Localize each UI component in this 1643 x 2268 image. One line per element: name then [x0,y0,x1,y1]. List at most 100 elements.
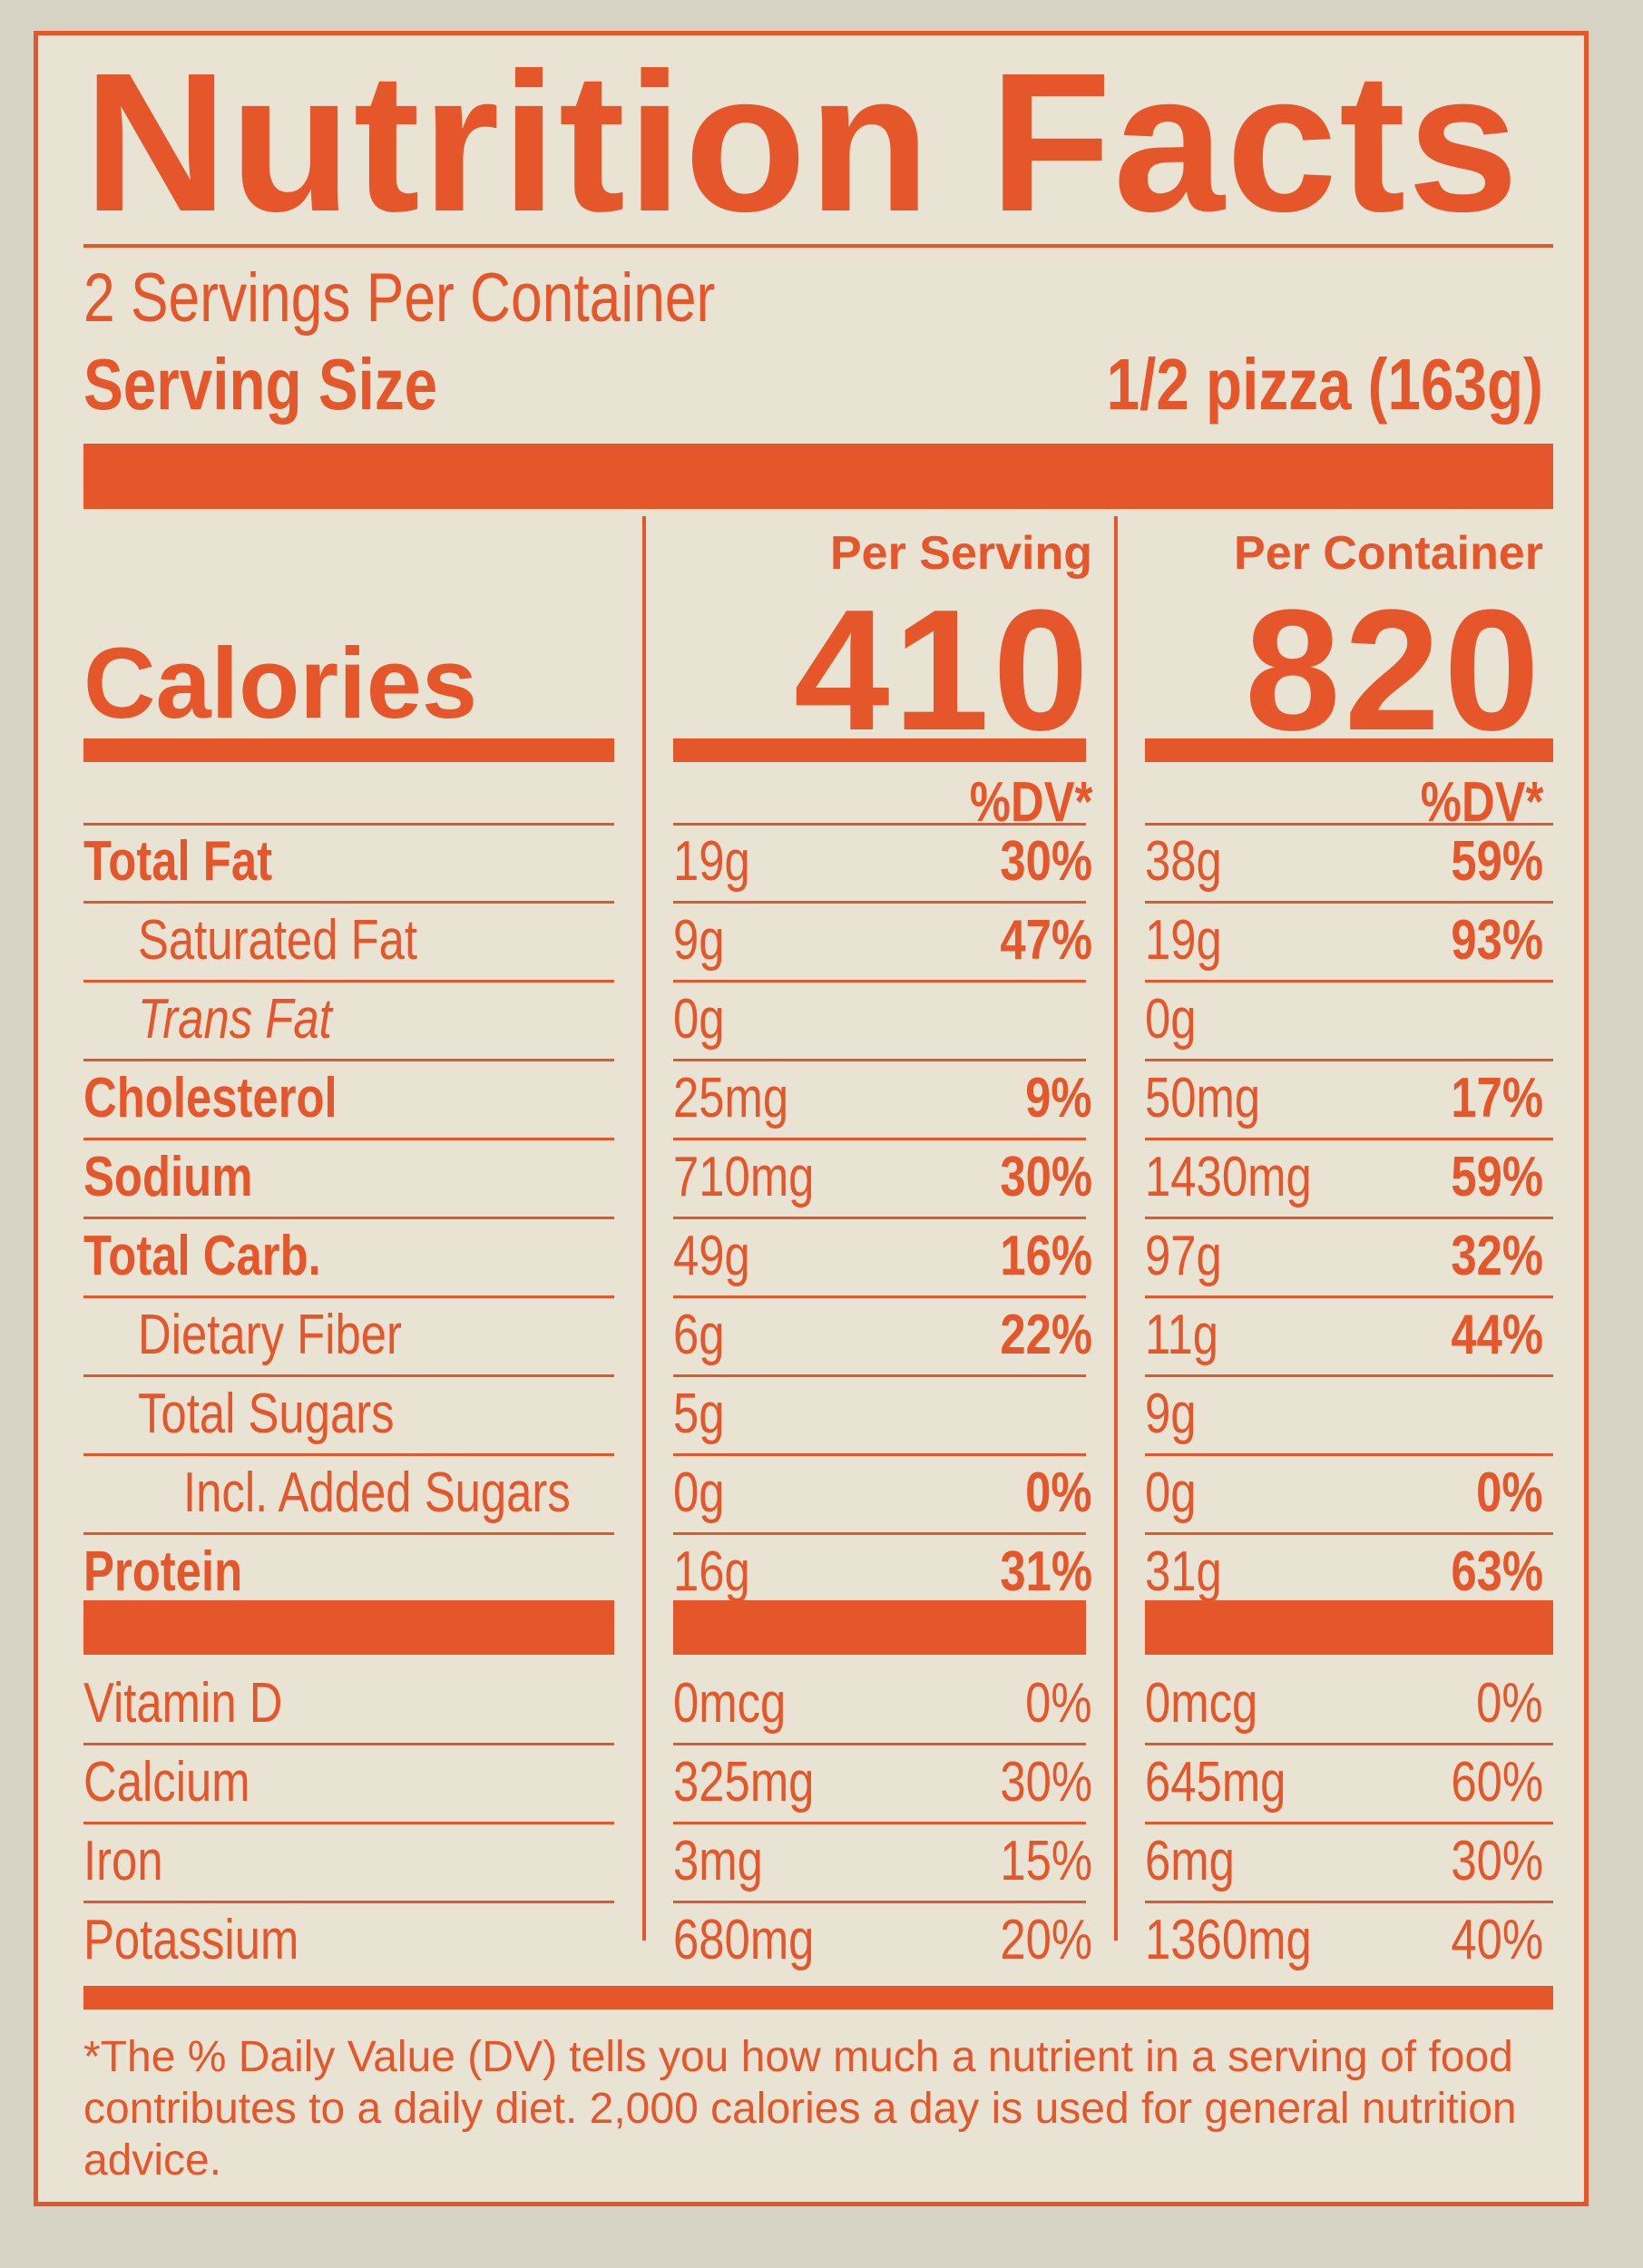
serving-dv: 31% [1000,1540,1092,1603]
serving-amount: 9g [673,909,725,972]
container-amount: 6mg [1145,1830,1235,1892]
calories-bar-mid [673,738,1086,762]
serving-dv: 22% [1000,1304,1092,1366]
serving-size-label: Serving Size [83,344,438,425]
serving-dv: 16% [1000,1225,1092,1287]
container-amount: 0g [1145,1461,1197,1524]
nutrient-name: Sodium [83,1146,253,1208]
container-dv: 44% [1451,1304,1543,1366]
vitamins-bar-right [1145,1600,1553,1655]
row-divider [1145,1217,1553,1219]
serving-size-value: 1/2 pizza (163g) [1106,344,1543,425]
serving-amount: 710mg [673,1146,815,1208]
container-dv: 59% [1451,1146,1543,1208]
vitamins-bar-left [83,1600,614,1655]
nutrient-name: Dietary Fiber [138,1304,402,1366]
serving-dv: 20% [1000,1909,1092,1971]
nutrient-name: Cholesterol [83,1067,337,1129]
row-divider [1145,1059,1553,1061]
container-amount: 0g [1145,988,1197,1051]
row-divider [83,1295,614,1298]
row-divider [83,1532,614,1535]
serving-dv: 0% [1025,1461,1092,1524]
nutrient-name: Protein [83,1540,243,1603]
serving-dv: 15% [1000,1830,1092,1892]
container-amount: 11g [1145,1304,1219,1366]
nutrition-facts-label: Nutrition Facts 2 Servings Per Container… [34,31,1589,2206]
container-dv: 30% [1451,1830,1543,1892]
serving-amount: 0g [673,988,725,1051]
row-divider [83,823,614,826]
row-divider [1145,1822,1553,1824]
serving-amount: 19g [673,830,750,893]
serving-amount: 49g [673,1225,750,1287]
per-serving-header: Per Serving [829,527,1092,580]
container-amount: 97g [1145,1225,1222,1287]
row-divider [1145,1453,1553,1456]
nutrient-name: Trans Fat [138,988,332,1051]
row-divider [673,901,1086,904]
serving-amount: 6g [673,1304,725,1366]
container-amount: 0mcg [1145,1672,1258,1735]
row-divider [673,1138,1086,1140]
serving-amount: 3mg [673,1830,763,1892]
title-divider [83,244,1553,248]
container-amount: 645mg [1145,1751,1286,1813]
nutrient-name: Incl. Added Sugars [183,1461,571,1524]
row-divider [673,1217,1086,1219]
row-divider [1145,1138,1553,1140]
container-amount: 38g [1145,830,1222,893]
row-divider [1145,1295,1553,1298]
row-divider [673,1295,1086,1298]
vitamin-name: Iron [83,1830,163,1892]
container-dv: 59% [1451,830,1543,893]
serving-amount: 325mg [673,1751,815,1813]
row-divider [1145,980,1553,982]
per-container-header: Per Container [1234,527,1543,580]
vitamin-name: Potassium [83,1909,299,1971]
row-divider [83,901,614,904]
row-divider [673,1532,1086,1535]
row-divider [83,1059,614,1061]
row-divider [83,1822,614,1824]
thick-bar-bottom [83,1986,1553,2009]
column-separator-2 [1114,516,1118,1941]
row-divider [83,980,614,982]
serving-dv: 30% [1000,1751,1092,1813]
row-divider [83,1743,614,1745]
serving-amount: 0mcg [673,1672,787,1735]
serving-amount: 680mg [673,1909,815,1971]
nutrient-name: Total Sugars [138,1383,395,1445]
nutrient-name: Total Fat [83,830,273,893]
vitamin-name: Vitamin D [83,1672,283,1735]
row-divider [673,823,1086,826]
row-divider [673,1059,1086,1061]
row-divider [1145,901,1553,904]
row-divider [673,980,1086,982]
calories-per-container: 820 [1244,574,1543,767]
calories-per-serving: 410 [793,574,1092,767]
dv-header-serving: %DV* [969,771,1092,834]
container-dv: 40% [1451,1909,1543,1971]
row-divider [1145,1374,1553,1377]
serving-amount: 25mg [673,1067,789,1129]
servings-per-container: 2 Servings Per Container [83,259,716,337]
row-divider [1145,1901,1553,1903]
calories-bar-right [1145,738,1553,762]
container-amount: 19g [1145,909,1222,972]
container-dv: 60% [1451,1751,1543,1813]
row-divider [83,1374,614,1377]
row-divider [83,1901,614,1903]
row-divider [83,1217,614,1219]
row-divider [673,1901,1086,1903]
row-divider [1145,823,1553,826]
row-divider [673,1822,1086,1824]
serving-dv: 47% [1000,909,1092,972]
container-dv: 32% [1451,1225,1543,1287]
row-divider [83,1453,614,1456]
container-amount: 1360mg [1145,1909,1312,1971]
vitamin-name: Calcium [83,1751,250,1813]
row-divider [1145,1743,1553,1745]
container-amount: 31g [1145,1540,1222,1603]
thick-bar-top [83,444,1553,509]
